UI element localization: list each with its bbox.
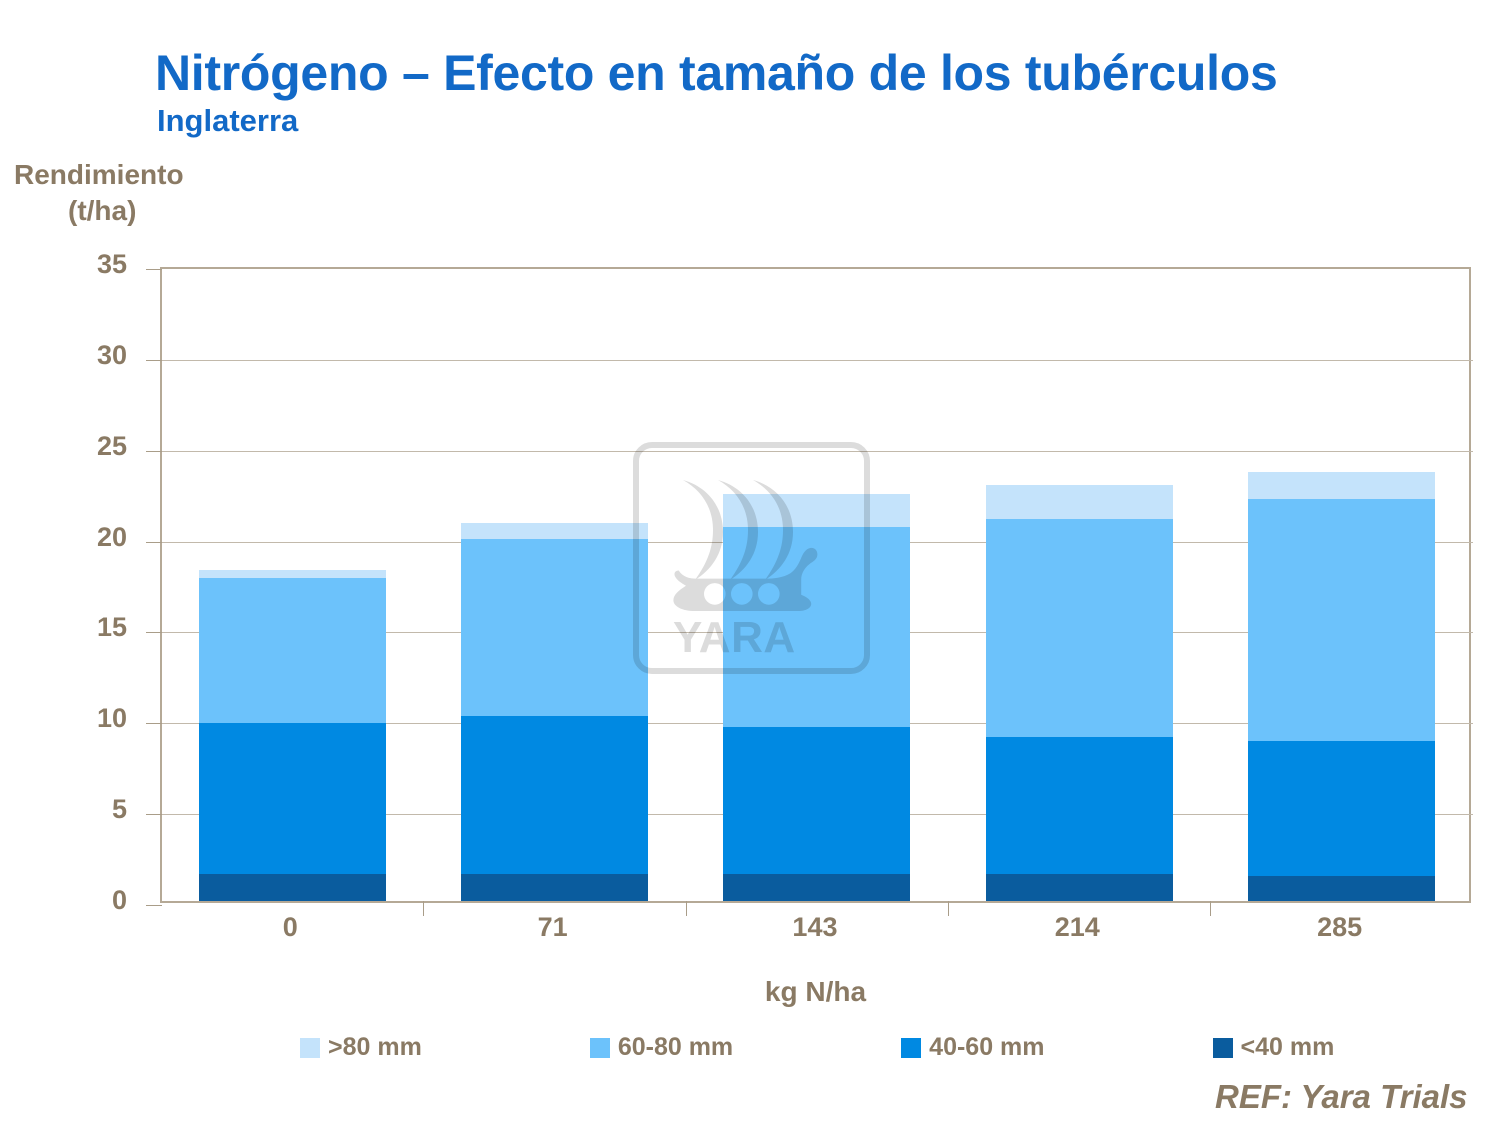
svg-text:YARA: YARA xyxy=(673,613,796,662)
